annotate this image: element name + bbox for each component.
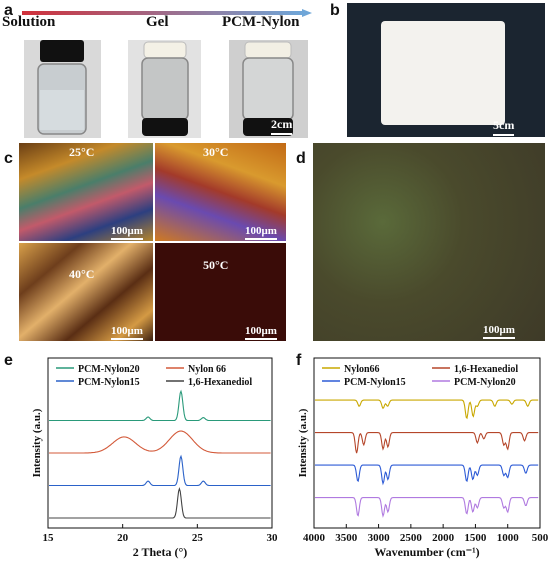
x-tick-label-6: 1000 <box>497 532 520 544</box>
stage-solution-label: Solution <box>2 14 56 30</box>
membrane-sheet <box>381 21 505 125</box>
scale-line-c2 <box>245 238 277 240</box>
legend-label-1: Nylon 66 <box>188 364 226 375</box>
x-tick-label-3: 2500 <box>400 532 423 544</box>
temp-label-50c: 50°C <box>203 258 229 272</box>
ftir-chart: Nylon66 1,6-Hexanediol PCM-Nylon15 PCM-Nylo… <box>297 357 549 559</box>
scale-bar-c4: 100μm <box>245 325 277 340</box>
scale-text-a: 2cm <box>271 117 293 131</box>
panel-e-label: e <box>4 352 13 369</box>
legend-label-0: Nylon66 <box>344 364 380 375</box>
scale-bar-c2: 100μm <box>245 225 277 240</box>
legend-label-2: PCM-Nylon15 <box>344 377 406 388</box>
vial-photo-gel <box>128 40 201 138</box>
process-arrow-svg <box>22 9 312 17</box>
series-line-1 <box>315 432 539 454</box>
y-axis-label: Intensity (a.u.) <box>297 408 309 477</box>
scale-text-d: 100μm <box>483 324 515 336</box>
stage-gel-label: Gel <box>146 14 169 30</box>
scale-text-c1: 100μm <box>111 225 143 237</box>
scale-line-d <box>483 337 515 339</box>
x-tick-label-3: 30 <box>267 532 279 544</box>
scale-text-c3: 100μm <box>111 325 143 337</box>
temp-label-40c: 40°C <box>69 267 95 281</box>
series-line-3 <box>49 487 271 519</box>
series-line-0 <box>315 399 539 420</box>
legend-label-0: PCM-Nylon20 <box>78 364 140 375</box>
scale-line-c1 <box>111 238 143 240</box>
legend-label-2: PCM-Nylon15 <box>78 377 140 388</box>
series-line-1 <box>49 430 271 454</box>
plot-frame <box>313 357 541 529</box>
scale-line-b <box>493 134 515 136</box>
x-tick-label-1: 3500 <box>335 532 358 544</box>
panel-c-label: c <box>4 150 13 167</box>
pom-image-30c: 30°C 100μm <box>155 143 286 241</box>
scale-bar-d: 100μm <box>483 324 515 339</box>
vial-photo-solution <box>24 40 101 138</box>
pom-image-50c: 50°C 100μm <box>155 243 286 341</box>
pom-image-25c: 25°C 100μm <box>19 143 153 241</box>
vial-gel-svg <box>141 41 189 136</box>
x-tick-label-2: 3000 <box>368 532 391 544</box>
panel-f-label: f <box>296 352 302 369</box>
x-tick-label-7: 500 <box>532 532 549 544</box>
x-tick-label-1: 20 <box>117 532 128 544</box>
legend-label-3: 1,6-Hexanediol <box>188 377 252 388</box>
vial-photo-pcm-nylon: 2cm <box>229 40 308 138</box>
scale-bar-a: 2cm <box>271 117 293 135</box>
legend-label-1: 1,6-Hexanediol <box>454 364 518 375</box>
scale-bar-b: 5cm <box>493 118 515 136</box>
x-tick-label-0: 15 <box>43 532 55 544</box>
scale-line-a <box>271 133 293 135</box>
panel-b-label: b <box>330 2 340 19</box>
scale-line-c3 <box>111 338 143 340</box>
plot-frame <box>47 357 273 529</box>
process-arrow <box>22 4 312 17</box>
temp-label-30c: 30°C <box>203 145 229 159</box>
membrane-photo: 5cm <box>347 3 545 137</box>
vial-solution-svg <box>37 40 87 135</box>
pom-image-pcm-nylon: 100μm <box>313 143 545 341</box>
scale-bar-c1: 100μm <box>111 225 143 240</box>
series-line-3 <box>315 497 539 518</box>
scale-text-c2: 100μm <box>245 225 277 237</box>
series-line-2 <box>49 454 271 487</box>
temp-label-25c: 25°C <box>69 145 95 159</box>
series-line-2 <box>315 464 539 486</box>
vial-pcm-svg <box>242 41 294 136</box>
x-axis-label: Wavenumber (cm⁻¹) <box>374 545 479 559</box>
panel-d-label: d <box>296 150 306 167</box>
x-tick-label-4: 2000 <box>432 532 455 544</box>
panel-a-label: a <box>4 2 13 19</box>
legend-label-3: PCM-Nylon20 <box>454 377 516 388</box>
stage-pcm-nylon-label: PCM-Nylon <box>222 14 300 30</box>
pom-image-40c: 40°C 100μm <box>19 243 153 341</box>
y-axis-label: Intensity (a.u.) <box>31 408 43 477</box>
x-tick-label-5: 1500 <box>464 532 487 544</box>
scale-text-b: 5cm <box>493 118 515 132</box>
x-tick-label-0: 4000 <box>303 532 326 544</box>
x-axis-label: 2 Theta (°) <box>133 545 188 559</box>
x-tick-label-2: 25 <box>192 532 204 544</box>
scale-line-c4 <box>245 338 277 340</box>
xrd-chart: PCM-Nylon20 Nylon 66 PCM-Nylon15 1,6-Hexane… <box>31 357 279 559</box>
scale-bar-c3: 100μm <box>111 325 143 340</box>
series-line-0 <box>49 389 271 422</box>
scale-text-c4: 100μm <box>245 325 277 337</box>
